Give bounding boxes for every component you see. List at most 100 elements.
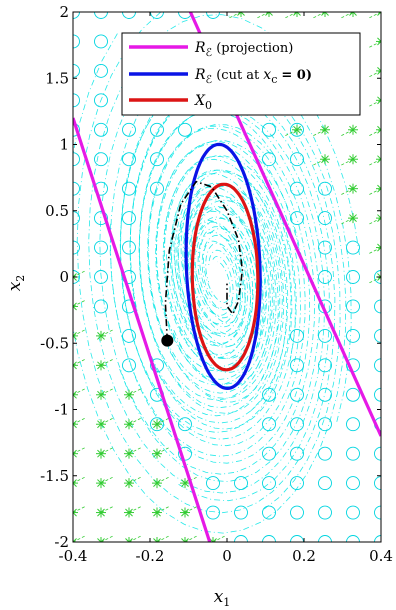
star-marker	[368, 12, 381, 19]
circle-marker	[290, 181, 304, 196]
star-marker	[228, 12, 246, 19]
circle-marker	[94, 152, 108, 167]
circle-marker	[318, 476, 332, 491]
y-tick-label: 2	[59, 3, 69, 21]
circle-marker	[234, 505, 248, 520]
circle-marker	[122, 358, 136, 373]
star-marker	[152, 506, 170, 518]
trajectory-line	[109, 125, 311, 464]
star-marker	[124, 417, 142, 430]
circle-marker	[122, 328, 136, 343]
circle-marker	[94, 12, 108, 19]
star-marker	[73, 535, 86, 542]
circle-marker	[346, 417, 360, 432]
circle-marker	[122, 211, 136, 226]
y-tick-label: -1.5	[40, 467, 69, 485]
star-marker	[152, 535, 170, 542]
circle-marker	[94, 93, 108, 108]
axis-ticks: -0.4 -0.2 0 0.2 0.4 2 1.5 1 0.5 0 -0.5 -1 -1.5 -2	[40, 3, 393, 565]
legend-label-x0: X0	[194, 93, 212, 112]
trajectory-line	[156, 143, 296, 385]
star-marker	[73, 476, 86, 489]
circle-marker	[150, 181, 164, 196]
star-marker	[368, 36, 381, 48]
circle-marker	[94, 34, 108, 49]
y-tick-label: 1.5	[45, 69, 69, 87]
circle-marker	[318, 505, 332, 520]
trajectory-line	[88, 14, 325, 494]
circle-marker	[122, 12, 136, 19]
star-marker	[256, 12, 274, 19]
circle-marker	[73, 34, 80, 49]
x-tick-label: 0.2	[292, 547, 316, 565]
circle-marker	[73, 211, 80, 226]
circle-marker	[262, 417, 276, 432]
star-marker	[180, 506, 198, 518]
star-marker	[73, 506, 86, 518]
trajectory-line	[192, 219, 243, 324]
circle-marker	[94, 240, 108, 255]
star-marker	[124, 476, 142, 489]
circle-marker	[290, 211, 304, 226]
star-marker	[368, 154, 381, 166]
circle-marker	[206, 476, 220, 491]
circle-marker	[73, 63, 80, 78]
circle-marker	[290, 446, 304, 461]
legend-label-cut: Rℰ (cut at xc = 0)	[194, 67, 312, 86]
x-tick-label: -0.4	[59, 547, 88, 565]
star-marker	[368, 242, 381, 254]
circle-marker	[206, 505, 220, 520]
star-marker	[124, 535, 142, 542]
circle-marker	[262, 446, 276, 461]
circle-marker	[318, 358, 332, 373]
circle-marker	[94, 270, 108, 284]
circle-marker	[374, 505, 381, 520]
circle-marker	[122, 270, 136, 284]
y-tick-label: 1	[59, 136, 69, 154]
circle-marker	[73, 93, 80, 108]
circle-marker	[318, 270, 332, 284]
circle-marker	[346, 505, 360, 520]
star-marker	[73, 447, 86, 459]
trajectory-line	[129, 91, 330, 502]
circle-marker	[374, 446, 381, 461]
star-marker	[312, 154, 330, 166]
circle-marker	[150, 12, 164, 19]
circle-marker	[318, 211, 332, 226]
star-marker	[96, 476, 114, 489]
circle-marker	[262, 387, 276, 402]
circle-marker	[374, 358, 381, 373]
circle-marker	[150, 358, 164, 373]
star-marker	[180, 535, 198, 542]
star-marker	[96, 358, 114, 371]
circle-marker	[290, 358, 304, 373]
circle-marker	[178, 446, 192, 461]
trajectory-line	[120, 117, 301, 447]
circle-marker	[150, 152, 164, 167]
circle-marker	[262, 476, 276, 491]
trajectory-line	[139, 110, 285, 414]
circle-marker	[122, 240, 136, 255]
circle-marker	[122, 181, 136, 196]
circle-marker	[262, 122, 276, 137]
circle-marker	[150, 122, 164, 137]
circle-marker	[94, 122, 108, 137]
circle-marker	[318, 446, 332, 461]
trajectory-line	[173, 202, 258, 360]
circle-marker	[374, 299, 381, 314]
initial-point-marker	[161, 334, 174, 347]
star-marker	[368, 183, 381, 196]
series-line-4	[164, 180, 244, 341]
circle-marker	[290, 476, 304, 491]
circle-marker	[318, 240, 332, 255]
y-axis-label: x2	[5, 275, 27, 292]
circle-marker	[374, 476, 381, 491]
circle-marker	[346, 240, 360, 255]
star-marker	[124, 447, 142, 459]
circle-marker	[178, 417, 192, 432]
star-marker	[284, 124, 302, 137]
star-marker	[73, 358, 86, 371]
trajectory-line	[76, 12, 336, 514]
legend: Rℰ (projection) Rℰ (cut at xc = 0) X0	[121, 32, 361, 116]
